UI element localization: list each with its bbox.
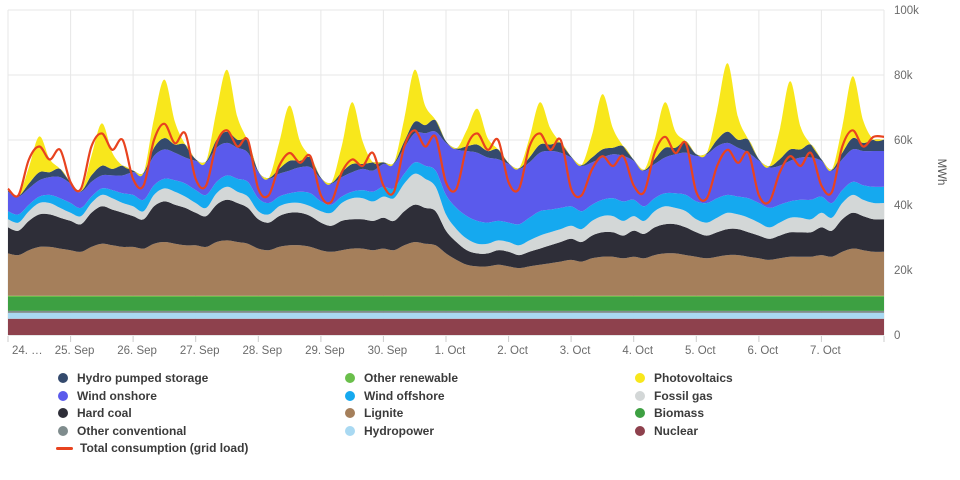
area-other-renewable[interactable] (8, 295, 884, 297)
x-axis: 24. … 25. Sep 26. Sep 27. Sep 28. Sep 29. Sep… (7, 336, 885, 357)
x-axis-label: 1. Oct (435, 345, 466, 357)
area-hydropower[interactable] (8, 312, 884, 319)
x-axis-label: 3. Oct (560, 345, 591, 357)
legend-item-other-conventional[interactable]: Other conventional (58, 425, 248, 437)
legend-label: Lignite (364, 406, 404, 420)
wind-onshore-swatch-icon (58, 390, 68, 401)
chart-canvas[interactable]: 24. … 25. Sep 26. Sep 27. Sep 28. Sep 29. Sep… (0, 0, 960, 364)
x-axis-label: 25. Sep (55, 345, 95, 357)
area-biomass[interactable] (8, 297, 884, 311)
legend-item-fossil-gas[interactable]: Fossil gas (635, 390, 733, 402)
y-axis-label: 40k (894, 200, 913, 212)
legend-label: Nuclear (654, 423, 699, 438)
legend-column-3: Photovoltaics Fossil gas Biomass Nuclear (635, 372, 733, 442)
x-axis-label: 29. Sep (305, 345, 345, 357)
legend-item-wind-offshore[interactable]: Wind offshore (345, 390, 458, 402)
legend-label: Other renewable (364, 371, 459, 385)
legend-item-other-renewable[interactable]: Other renewable (345, 372, 458, 384)
y-axis-label: 100k (894, 5, 919, 17)
legend-label: Hydro pumped storage (77, 371, 209, 385)
other-conventional-swatch-icon (58, 425, 68, 436)
area-photovoltaics[interactable] (8, 63, 884, 197)
stacked-area-chart[interactable]: 24. … 25. Sep 26. Sep 27. Sep 28. Sep 29. Sep… (0, 0, 960, 364)
x-axis-label: 24. … (12, 345, 43, 357)
legend-label: Wind offshore (364, 388, 445, 403)
legend-item-nuclear[interactable]: Nuclear (635, 425, 733, 437)
y-axis: 0 20k 40k 60k 80k 100k MWh (894, 5, 947, 342)
x-axis-label: 30. Sep (368, 345, 408, 357)
x-axis-label: 6. Oct (748, 345, 779, 357)
legend-label: Hard coal (77, 406, 132, 420)
x-axis-label: 5. Oct (685, 345, 716, 357)
x-axis-label: 27. Sep (180, 345, 220, 357)
legend-label: Total consumption (grid load) (80, 441, 249, 455)
area-wind-offshore[interactable] (8, 162, 884, 246)
x-axis-label: 7. Oct (810, 345, 841, 357)
legend-column-1: Hydro pumped storage Wind onshore Hard c… (56, 372, 249, 460)
lignite-swatch-icon (345, 408, 355, 418)
fossil-gas-swatch-icon (635, 390, 645, 401)
legend-label: Photovoltaics (654, 371, 733, 385)
y-axis-unit: MWh (935, 159, 947, 186)
legend-column-2: Other renewable Wind offshore Lignite Hy… (345, 372, 458, 442)
legend-item-hydropower[interactable]: Hydropower (345, 425, 458, 437)
nuclear-swatch-icon (635, 425, 645, 436)
legend-item-wind-onshore[interactable]: Wind onshore (58, 390, 248, 402)
legend-item-hard-coal[interactable]: Hard coal (58, 407, 248, 419)
line-total-consumption[interactable] (7, 122, 885, 205)
area-nuclear[interactable] (8, 318, 884, 335)
legend-label: Biomass (654, 406, 705, 420)
stacked-areas (8, 63, 884, 335)
legend-item-lignite[interactable]: Lignite (345, 407, 458, 419)
wind-offshore-swatch-icon (345, 390, 355, 401)
legend-label: Fossil gas (654, 388, 713, 403)
chart-legend: Hydro pumped storage Wind onshore Hard c… (0, 372, 960, 472)
hydro-pumped-storage-swatch-icon (58, 373, 68, 383)
area-hydro-pumped-storage[interactable] (8, 119, 884, 197)
y-axis-label: 80k (894, 70, 913, 82)
area-lignite[interactable] (8, 240, 884, 296)
legend-item-total-consumption[interactable]: Total consumption (grid load) (56, 441, 249, 455)
photovoltaics-swatch-icon (635, 373, 645, 383)
area-fossil-gas[interactable] (8, 173, 884, 256)
area-hard-coal[interactable] (8, 199, 884, 269)
hard-coal-swatch-icon (58, 408, 68, 418)
legend-item-hydro-pumped-storage[interactable]: Hydro pumped storage (58, 372, 248, 384)
x-axis-label: 2. Oct (497, 345, 528, 357)
x-axis-label: 28. Sep (242, 345, 282, 357)
y-axis-label: 20k (894, 265, 913, 277)
legend-item-biomass[interactable]: Biomass (635, 407, 733, 419)
consumption-line-swatch-icon (56, 446, 73, 450)
other-renewable-swatch-icon (345, 373, 355, 383)
biomass-swatch-icon (635, 408, 645, 418)
y-axis-label: 60k (894, 135, 913, 147)
hydropower-swatch-icon (345, 425, 355, 436)
legend-item-photovoltaics[interactable]: Photovoltaics (635, 372, 733, 384)
legend-label: Other conventional (77, 423, 187, 438)
legend-label: Wind onshore (77, 388, 157, 403)
x-axis-label: 26. Sep (117, 345, 157, 357)
area-wind-onshore[interactable] (8, 131, 884, 225)
area-other-conventional[interactable] (8, 310, 884, 313)
x-axis-label: 4. Oct (622, 345, 653, 357)
y-axis-label: 0 (894, 330, 900, 342)
legend-label: Hydropower (364, 423, 435, 438)
